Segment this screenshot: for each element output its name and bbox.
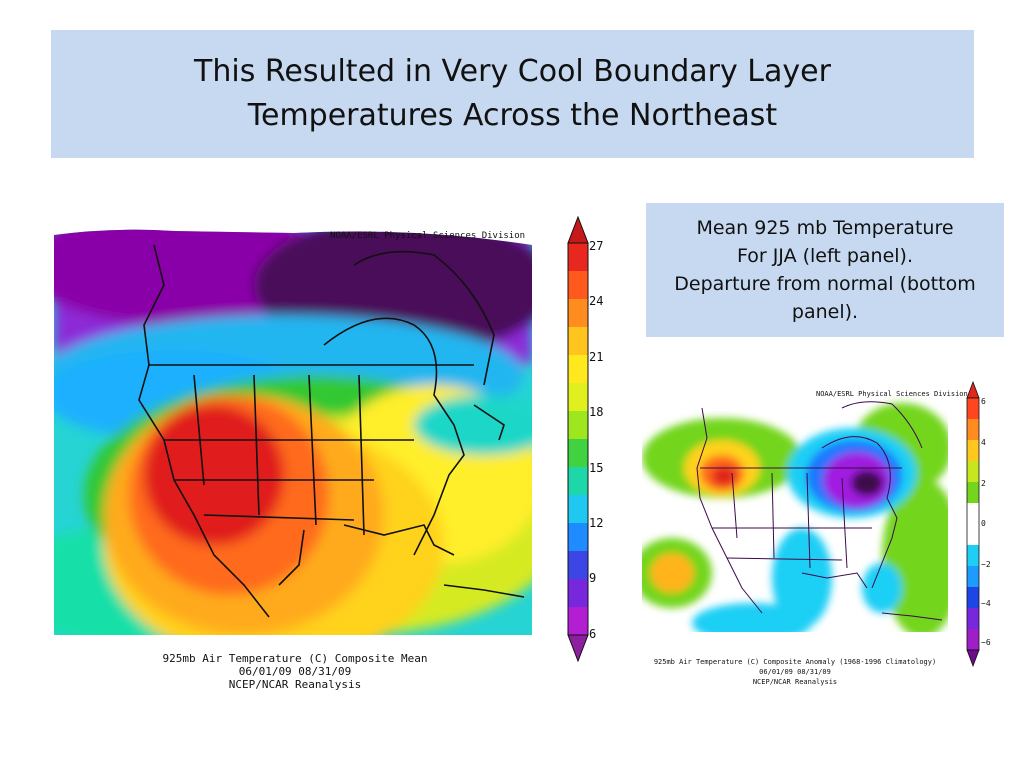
caption-text: Mean 925 mb Temperature For JJA (left pa…	[674, 217, 976, 323]
right-colorbar-label-2: 2	[981, 479, 986, 488]
temperature-anomaly-colorbar	[966, 380, 980, 670]
temperature-anomaly-field	[642, 396, 948, 632]
right-colorbar-label-0: 0	[981, 519, 986, 528]
left-colorbar-label-18: 18	[589, 405, 604, 419]
temperature-anomaly-colorbar-scale	[966, 380, 980, 668]
mean-temperature-map: NOAA/ESRL Physical Sciences Division	[54, 225, 532, 635]
right-colorbar-label-6: 6	[981, 397, 986, 406]
left-colorbar-label-6: 6	[589, 627, 597, 641]
right-colorbar-label-minus2: −2	[981, 560, 991, 569]
right-map-footer: 925mb Air Temperature (C) Composite Anom…	[653, 658, 937, 686]
right-colorbar-label-minus4: −4	[981, 599, 991, 608]
temperature-anomaly-map: NOAA/ESRL Physical Sciences Division	[642, 388, 968, 632]
left-colorbar-label-12: 12	[589, 516, 604, 530]
mean-temperature-field	[54, 229, 532, 635]
right-map-credit: NOAA/ESRL Physical Sciences Division	[816, 390, 968, 398]
left-map-credit: NOAA/ESRL Physical Sciences Division	[330, 231, 526, 241]
caption-box: Mean 925 mb Temperature For JJA (left pa…	[646, 203, 1004, 337]
right-colorbar-label-4: 4	[981, 438, 986, 447]
left-map-footer: 925mb Air Temperature (C) Composite Mean…	[162, 652, 428, 691]
left-colorbar-label-9: 9	[589, 571, 597, 585]
right-colorbar-label-minus6: −6	[981, 638, 991, 647]
left-colorbar-label-24: 24	[589, 294, 604, 308]
left-colorbar-label-15: 15	[589, 461, 604, 475]
slide-title: This Resulted in Very Cool Boundary Laye…	[194, 54, 831, 133]
slide-title-box: This Resulted in Very Cool Boundary Laye…	[51, 30, 974, 158]
mean-temperature-colorbar	[566, 215, 590, 665]
mean-temperature-colorbar-scale	[567, 215, 589, 663]
left-colorbar-label-21: 21	[589, 350, 604, 364]
left-colorbar-label-27: 27	[589, 239, 604, 253]
